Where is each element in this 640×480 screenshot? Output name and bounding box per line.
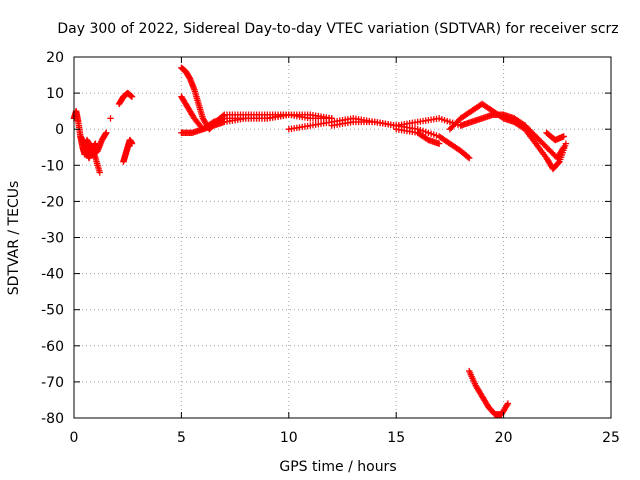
series-arc-mid-1: [178, 64, 335, 133]
y-tick-label: 10: [46, 86, 64, 102]
series-arc-early-3: [83, 136, 103, 176]
y-tick-label: -50: [41, 303, 64, 319]
y-axis-label: SDTVAR / TECUs: [6, 181, 22, 296]
data-point: [464, 153, 472, 161]
y-tick-label: -10: [41, 158, 64, 174]
series-arc-mid-6: [393, 126, 443, 147]
data-point: [503, 401, 511, 409]
x-tick-labels: 0 5 10 15 20 25: [70, 430, 620, 446]
gridlines: [74, 57, 611, 418]
data-point: [107, 115, 114, 122]
x-tick-label: 0: [70, 430, 79, 446]
x-tick-label: 20: [495, 430, 513, 446]
series-arc-mid-3: [178, 111, 335, 137]
data-point: [128, 140, 136, 147]
data-point: [562, 140, 570, 147]
x-tick-label: 15: [387, 430, 405, 446]
data-point: [103, 129, 110, 137]
data-point: [559, 145, 567, 152]
series-arc-early-5: [115, 89, 136, 108]
y-tick-label: 0: [55, 122, 64, 138]
series-arc-early-4: [107, 115, 114, 122]
y-tick-label: -60: [41, 339, 64, 355]
data-point: [96, 169, 103, 176]
y-tick-label: 20: [46, 50, 64, 66]
series-arc-late-3: [511, 118, 570, 173]
y-tick-label: -40: [41, 267, 64, 283]
series-arc-late-5: [543, 129, 567, 144]
chart-title: Day 300 of 2022, Sidereal Day-to-day VTE…: [57, 21, 618, 37]
series-arc-late-4: [521, 122, 567, 162]
y-tick-label: -20: [41, 194, 64, 210]
series-arc-early-6: [120, 136, 136, 165]
data-point: [128, 93, 136, 100]
series-arc-low: [466, 367, 512, 418]
data-point: [435, 140, 443, 147]
data-point: [504, 400, 512, 407]
data-point: [560, 133, 567, 140]
axis-ticks: [73, 56, 612, 419]
y-tick-label: -70: [41, 375, 64, 391]
data-point: [560, 144, 567, 151]
y-tick-label: -30: [41, 231, 64, 247]
y-tick-labels: 20 10 0 -10 -20 -30 -40 -50 -60 -70 -80: [41, 50, 64, 427]
x-tick-label: 25: [602, 430, 620, 446]
x-tick-label: 10: [280, 430, 298, 446]
x-tick-label: 5: [177, 430, 186, 446]
data-point: [466, 154, 473, 162]
y-tick-label: -80: [41, 411, 64, 427]
data-points: [70, 64, 570, 418]
x-axis-label: GPS time / hours: [279, 459, 396, 475]
